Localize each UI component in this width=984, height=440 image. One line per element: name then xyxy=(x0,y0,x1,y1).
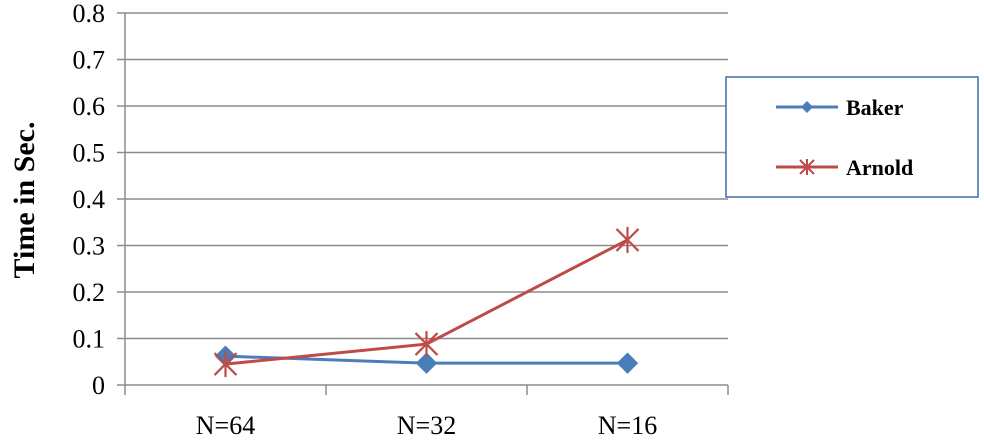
legend-items: Baker Arnold xyxy=(776,95,913,180)
y-tick-label: 0.5 xyxy=(73,139,106,168)
y-tick-label: 0.2 xyxy=(73,278,106,307)
x-tick-label: N=64 xyxy=(196,411,255,440)
y-tick-label: 0 xyxy=(92,371,105,400)
x-tick-label: N=16 xyxy=(598,411,657,440)
legend-marker xyxy=(801,101,813,113)
x-tick-labels: N=64 N=32 N=16 xyxy=(196,411,657,440)
y-tick-label: 0.4 xyxy=(73,185,106,214)
data-point xyxy=(414,331,439,358)
legend-box xyxy=(725,76,979,198)
series-layer xyxy=(213,226,640,378)
y-axis-title: Time in Sec. xyxy=(8,122,41,279)
legend-label: Arnold xyxy=(846,155,913,180)
grid-lines xyxy=(117,12,728,386)
y-tick-label: 0.1 xyxy=(73,325,106,354)
x-tick-label: N=32 xyxy=(397,411,456,440)
legend-marker xyxy=(799,159,815,175)
legend-label: Baker xyxy=(846,95,904,120)
y-tick-label: 0.3 xyxy=(73,232,106,261)
y-tick-labels: 0 0.1 0.2 0.3 0.4 0.5 0.6 0.7 0.8 xyxy=(73,0,106,400)
y-tick-label: 0.8 xyxy=(73,0,106,28)
data-point xyxy=(415,352,438,374)
data-point xyxy=(615,226,640,253)
series-arnold xyxy=(213,226,640,378)
y-tick-label: 0.6 xyxy=(73,92,106,121)
data-point xyxy=(213,351,238,378)
y-tick-label: 0.7 xyxy=(73,46,106,75)
data-point xyxy=(616,352,639,374)
axes xyxy=(124,13,729,395)
legend-item-baker: Baker xyxy=(776,95,904,120)
legend: Baker Arnold xyxy=(725,76,979,198)
legend-item-arnold: Arnold xyxy=(776,155,913,180)
